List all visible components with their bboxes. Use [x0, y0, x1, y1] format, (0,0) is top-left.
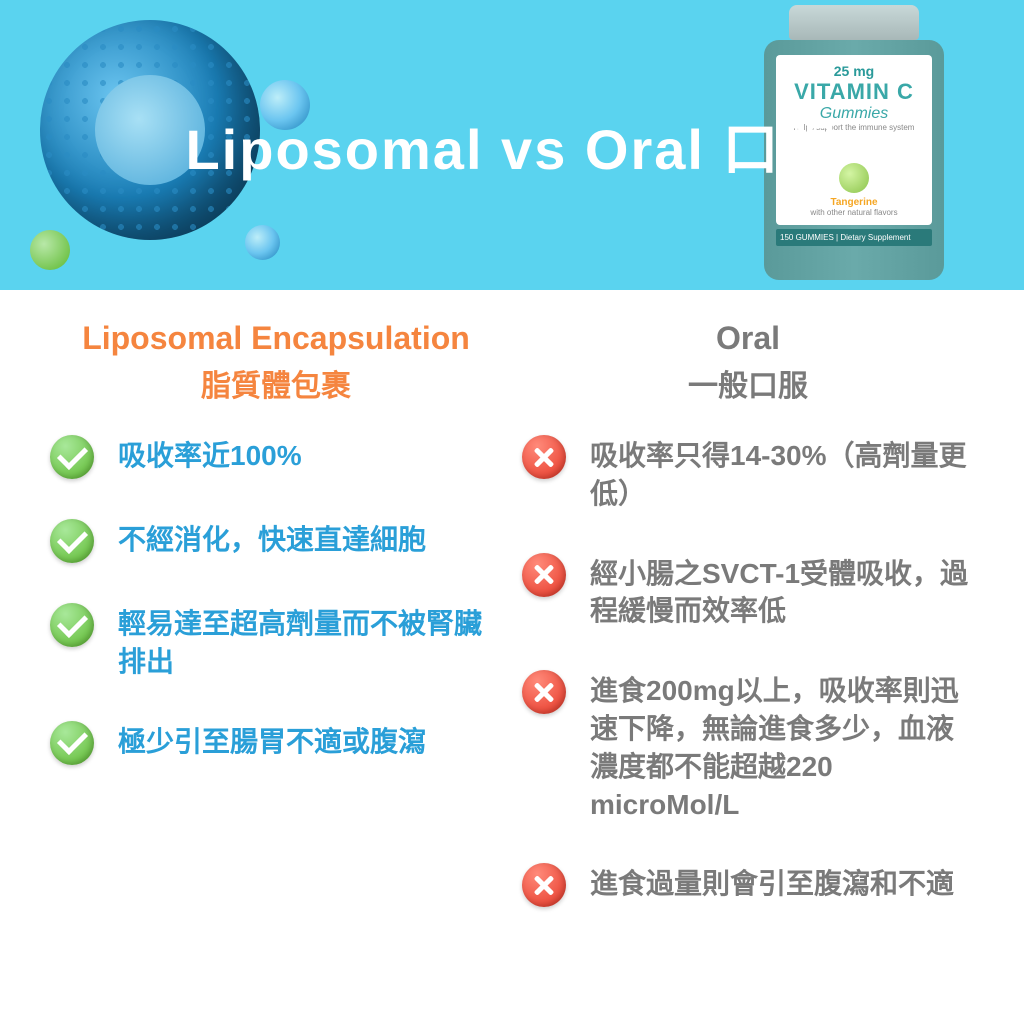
oral-item-text: 進食200mg以上，吸收率則迅速下降，無論進食多少，血液濃度都不能超越220 m… [590, 670, 974, 823]
oral-item-text: 進食過量則會引至腹瀉和不適 [590, 863, 954, 903]
liposomal-title-zh: 脂質體包裹 [40, 361, 512, 405]
liposomal-item: 輕易達至超高劑量而不被腎臟排出 [40, 603, 512, 681]
liposomal-item: 吸收率近100% [40, 435, 512, 479]
liposomal-item-text: 極少引至腸胃不適或腹瀉 [118, 721, 426, 761]
bottle-dose: 25 mg [784, 63, 924, 79]
comparison-columns: Liposomal Encapsulation 脂質體包裹 吸收率近100% 不… [0, 290, 1024, 947]
liposomal-title-en: Liposomal Encapsulation [40, 320, 512, 357]
bottle-flavor: Tangerine [784, 197, 924, 208]
liposomal-item-text: 吸收率近100% [118, 435, 302, 475]
liposomal-item-text: 輕易達至超高劑量而不被腎臟排出 [118, 603, 502, 681]
x-icon [522, 553, 566, 597]
x-icon [522, 670, 566, 714]
oral-header: Oral 一般口服 [512, 320, 984, 405]
oral-column: Oral 一般口服 吸收率只得14-30%（高劑量更低） 經小腸之SVCT-1受… [512, 320, 984, 947]
oral-title-en: Oral [512, 320, 984, 357]
header-banner: Liposomal vs Oral 口服 25 mg VITAMIN C Gum… [0, 0, 1024, 290]
check-icon [50, 603, 94, 647]
check-icon [50, 519, 94, 563]
liposomal-column: Liposomal Encapsulation 脂質體包裹 吸收率近100% 不… [40, 320, 512, 947]
liposomal-header: Liposomal Encapsulation 脂質體包裹 [40, 320, 512, 405]
oral-title-zh: 一般口服 [512, 361, 984, 405]
oral-item: 進食200mg以上，吸收率則迅速下降，無論進食多少，血液濃度都不能超越220 m… [512, 670, 984, 823]
check-icon [50, 721, 94, 765]
check-icon [50, 435, 94, 479]
oral-item: 經小腸之SVCT-1受體吸收，過程緩慢而效率低 [512, 553, 984, 631]
oral-item-text: 吸收率只得14-30%（高劑量更低） [590, 435, 974, 513]
page-title: Liposomal vs Oral 口服 [185, 105, 838, 186]
x-icon [522, 435, 566, 479]
bottle-product-name: VITAMIN C [784, 79, 924, 105]
liposomal-item: 極少引至腸胃不適或腹瀉 [40, 721, 512, 765]
liposomal-item-text: 不經消化，快速直達細胞 [118, 519, 426, 559]
bottle-footer: 150 GUMMIES | Dietary Supplement [776, 229, 932, 246]
oral-item-text: 經小腸之SVCT-1受體吸收，過程緩慢而效率低 [590, 553, 974, 631]
liposomal-item: 不經消化，快速直達細胞 [40, 519, 512, 563]
bottle-flavor-sub: with other natural flavors [784, 208, 924, 217]
oral-item: 進食過量則會引至腹瀉和不適 [512, 863, 984, 907]
x-icon [522, 863, 566, 907]
oral-item: 吸收率只得14-30%（高劑量更低） [512, 435, 984, 513]
